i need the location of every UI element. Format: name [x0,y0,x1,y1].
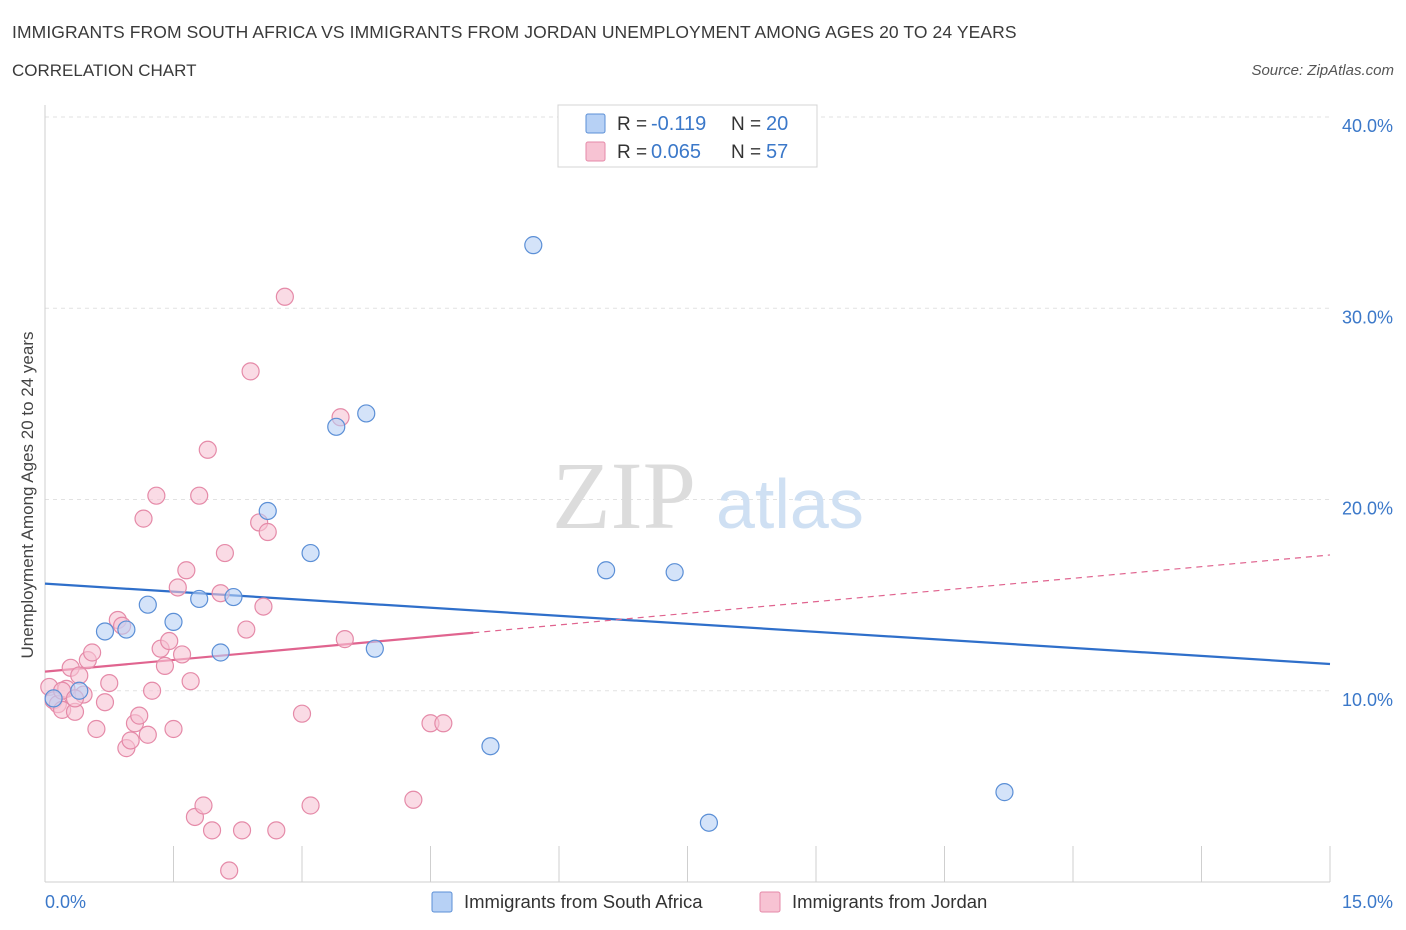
trend-lines [44,554,1331,673]
point-south-africa [665,563,684,582]
watermark: ZIP atlas [552,442,864,549]
point-jordan [142,681,162,700]
point-jordan [155,656,175,675]
point-south-africa [301,543,320,563]
chart-subtitle: CORRELATION CHART [12,61,197,80]
point-jordan [335,630,354,649]
point-south-africa [95,622,115,641]
point-south-africa [365,639,384,658]
point-jordan [177,561,196,580]
point-south-africa [327,417,346,436]
point-south-africa [70,681,89,700]
point-south-africa [258,501,277,521]
point-jordan [202,821,222,840]
legend-swatch-south-africa [585,113,606,134]
point-jordan [258,522,277,542]
point-jordan [301,796,320,815]
point-south-africa [164,612,183,632]
point-south-africa [995,783,1014,802]
point-jordan [168,578,187,597]
watermark-atlas: atlas [716,465,864,543]
point-south-africa [357,404,376,423]
y-tick-label: 30.0% [1342,307,1393,327]
point-jordan [232,821,252,840]
y-tick-label: 10.0% [1342,690,1393,710]
point-south-africa [481,737,500,756]
y-axis-label: Unemployment Among Ages 20 to 24 years [18,332,37,659]
correlation-legend: R = -0.119 N = 20 R = 0.065 N = 57 [557,104,818,168]
data-points [40,236,1014,880]
point-jordan [87,719,106,739]
point-jordan [254,597,273,616]
point-jordan [147,486,166,505]
point-jordan [138,725,157,744]
point-south-africa [699,813,719,832]
point-jordan [164,719,183,739]
point-jordan [194,796,213,815]
y-tick-labels: 10.0% 20.0% 30.0% 40.0% [1342,116,1393,710]
x-tick-label-max: 15.0% [1342,892,1393,912]
legend-swatch-jordan [585,141,606,162]
x-tick-label-min: 0.0% [45,892,86,912]
point-south-africa [211,643,230,662]
point-jordan [190,486,209,505]
point-jordan [100,673,119,693]
bottom-legend-label-jordan: Immigrants from Jordan [792,891,987,912]
legend-n-label-2: N = [731,142,761,163]
series-legend: Immigrants from South Africa Immigrants … [431,891,987,913]
trend-line-jordan-extrapolated [473,554,1331,634]
point-jordan [241,362,260,381]
y-tick-label: 40.0% [1342,116,1393,136]
legend-n-value-2: 57 [766,141,788,163]
point-jordan [198,440,217,459]
point-jordan [121,731,140,750]
point-jordan [181,672,200,691]
point-jordan [215,543,234,563]
point-jordan [220,861,239,880]
point-jordan [434,714,453,733]
point-south-africa [524,236,543,255]
trend-line-south-africa [44,582,1331,666]
point-south-africa [44,689,63,708]
point-jordan [134,509,153,528]
y-tick-label: 20.0% [1342,499,1393,519]
point-jordan [160,631,179,651]
point-jordan [130,706,149,725]
point-south-africa [190,589,209,609]
bottom-legend-swatch-jordan [759,891,781,913]
legend-n-value-1: 20 [766,113,788,135]
legend-r-label-1: R = [617,114,647,135]
point-south-africa [597,561,616,580]
legend-r-value-2: 0.065 [651,141,701,163]
point-jordan [267,821,286,840]
point-jordan [95,693,115,712]
legend-r-label-2: R = [617,142,647,163]
point-jordan [70,666,89,685]
bottom-legend-swatch-south-africa [431,891,453,913]
axes [44,105,1331,883]
watermark-zip: ZIP [552,442,696,549]
point-jordan [237,620,256,639]
trend-line-jordan [44,631,474,673]
point-south-africa [138,595,157,614]
point-jordan [83,643,102,662]
legend-n-label-1: N = [731,114,761,135]
chart-title: IMMIGRANTS FROM SOUTH AFRICA VS IMMIGRAN… [12,22,1017,42]
point-south-africa [117,620,136,639]
chart-source: Source: ZipAtlas.com [1251,62,1394,79]
point-jordan [292,704,312,723]
bottom-legend-label-south-africa: Immigrants from South Africa [464,891,703,912]
point-south-africa [224,587,243,607]
point-jordan [172,645,192,664]
point-jordan [404,790,423,809]
point-jordan [275,287,294,306]
legend-r-value-1: -0.119 [651,113,706,135]
